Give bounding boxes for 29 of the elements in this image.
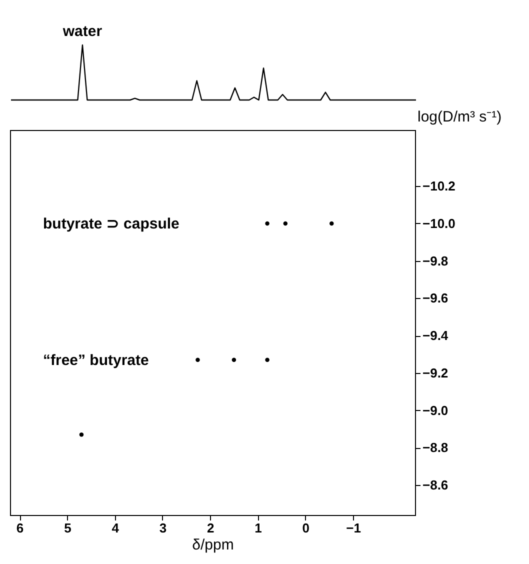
x-tick-label: 0 — [302, 520, 310, 536]
x-tick-label: 5 — [64, 520, 72, 536]
x-tick-label: 4 — [112, 520, 120, 536]
y-tick-label: −9.4 — [422, 328, 449, 344]
x-tick-label: −1 — [346, 520, 361, 536]
point — [329, 221, 334, 226]
y-tick-label: −9.0 — [422, 402, 448, 418]
y-tick-label: −10.0 — [422, 216, 456, 231]
y-tick-label: −8.8 — [422, 440, 448, 456]
point — [232, 358, 236, 362]
annotation: butyrate ⊃ capsule — [43, 215, 180, 232]
y-tick-label: −8.6 — [422, 478, 448, 493]
point — [283, 221, 288, 226]
y-tick-label: −10.2 — [422, 178, 456, 194]
x-tick-label: 2 — [207, 520, 214, 536]
text: water — [62, 23, 102, 40]
y-axis-title: log(D/m³ s⁻¹) — [418, 108, 502, 126]
point — [265, 358, 270, 362]
annotation: “free” butyrate — [43, 352, 149, 369]
y-tick-label: −9.8 — [422, 253, 448, 268]
point — [79, 432, 84, 437]
x-tick-label: 6 — [16, 520, 24, 536]
y-tick-label: −9.2 — [422, 365, 448, 380]
x-axis-title: δ/ppm — [192, 536, 234, 554]
x-tick-label: 3 — [159, 520, 167, 536]
point — [265, 221, 270, 226]
x-tick-label: 1 — [254, 520, 262, 536]
point — [196, 358, 200, 362]
y-tick-label: −9.6 — [422, 290, 448, 306]
